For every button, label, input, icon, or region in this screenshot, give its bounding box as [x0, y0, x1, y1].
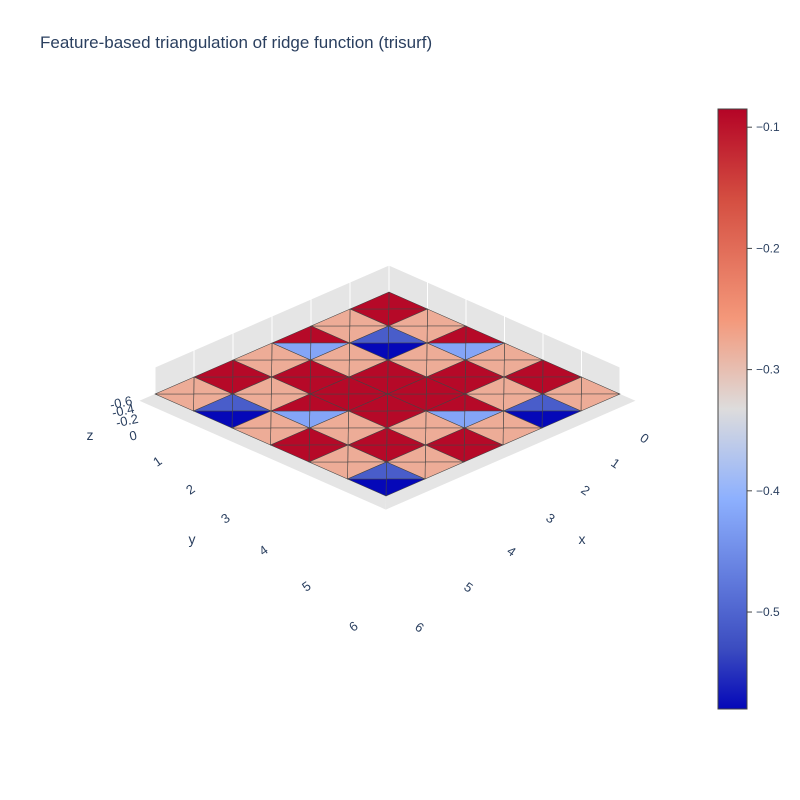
y-tick-label: 1 — [150, 453, 165, 469]
surface-triangle — [349, 325, 389, 344]
chart-title: Feature-based triangulation of ridge fun… — [40, 33, 433, 52]
surface-triangle — [310, 342, 350, 361]
surface-triangle — [387, 342, 428, 361]
surface-triangle — [426, 325, 467, 344]
surface-triangle — [309, 376, 350, 395]
surface-triangle — [310, 308, 351, 327]
y-axis-title: y — [189, 531, 196, 547]
surface-triangle — [425, 427, 465, 446]
surface-triangle — [271, 359, 311, 378]
surface-triangle — [542, 376, 582, 395]
surface-triangle — [309, 410, 349, 429]
surface-triangle — [193, 359, 234, 378]
colorbar-tick-label: −0.1 — [756, 120, 780, 134]
z-tick-label: -0.4 — [111, 401, 136, 420]
z-tick-label: -0.6 — [109, 393, 134, 412]
surface-triangle — [464, 410, 504, 429]
surface-triangle — [193, 393, 233, 412]
surface-triangle — [348, 359, 389, 378]
colorbar-tick-label: −0.3 — [756, 363, 780, 377]
x-tick-label: 3 — [543, 510, 558, 526]
surface-triangle — [425, 393, 466, 412]
surface-triangle — [386, 410, 427, 429]
colorbar-tick-label: −0.5 — [756, 605, 780, 619]
surface-triangle — [347, 427, 388, 446]
colorbar — [717, 108, 748, 710]
floor-edge-y — [139, 394, 386, 510]
z-tick-label: 0 — [128, 428, 138, 444]
y-tick-label: 6 — [346, 618, 361, 634]
x-axis-title: x — [579, 531, 586, 547]
x-tick-label: 6 — [412, 619, 427, 635]
surface-triangle — [349, 291, 390, 310]
surface-triangle — [387, 376, 427, 395]
y-tick-label: 2 — [183, 481, 198, 497]
surface-triangle — [232, 376, 272, 395]
x-tick-label: 5 — [461, 579, 476, 595]
y-tick-label: 5 — [299, 578, 314, 594]
surface-triangle — [386, 444, 426, 463]
x-tick-label: 2 — [578, 482, 593, 498]
surface-triangle — [308, 444, 349, 463]
surface-triangle — [426, 359, 466, 378]
surface-triangle — [503, 359, 544, 378]
surface-triangle — [270, 427, 310, 446]
surface-triangle — [503, 393, 543, 412]
x-tick-label: 1 — [608, 455, 623, 471]
surface-triangle — [231, 410, 272, 429]
y-tick-label: 3 — [218, 510, 233, 526]
floor-edge-x — [385, 394, 636, 510]
z-tick-label: -0.2 — [115, 411, 140, 430]
surface-triangle — [271, 325, 312, 344]
surface-triangle — [348, 393, 388, 412]
surface-triangle — [464, 376, 505, 395]
surface-triangle — [232, 342, 273, 361]
surface-triangle — [347, 461, 387, 480]
x-tick-label: 0 — [637, 430, 652, 446]
surface-triangle — [270, 393, 311, 412]
surface-triangle — [465, 342, 505, 361]
surface-triangle — [388, 308, 428, 327]
z-axis-title: z — [87, 427, 94, 443]
surface-triangle — [154, 376, 195, 395]
y-tick-label: 4 — [256, 542, 271, 558]
colorbar-tick-label: −0.4 — [756, 484, 780, 498]
x-tick-label: 4 — [504, 543, 519, 559]
colorbar-tick-label: −0.2 — [756, 241, 780, 255]
